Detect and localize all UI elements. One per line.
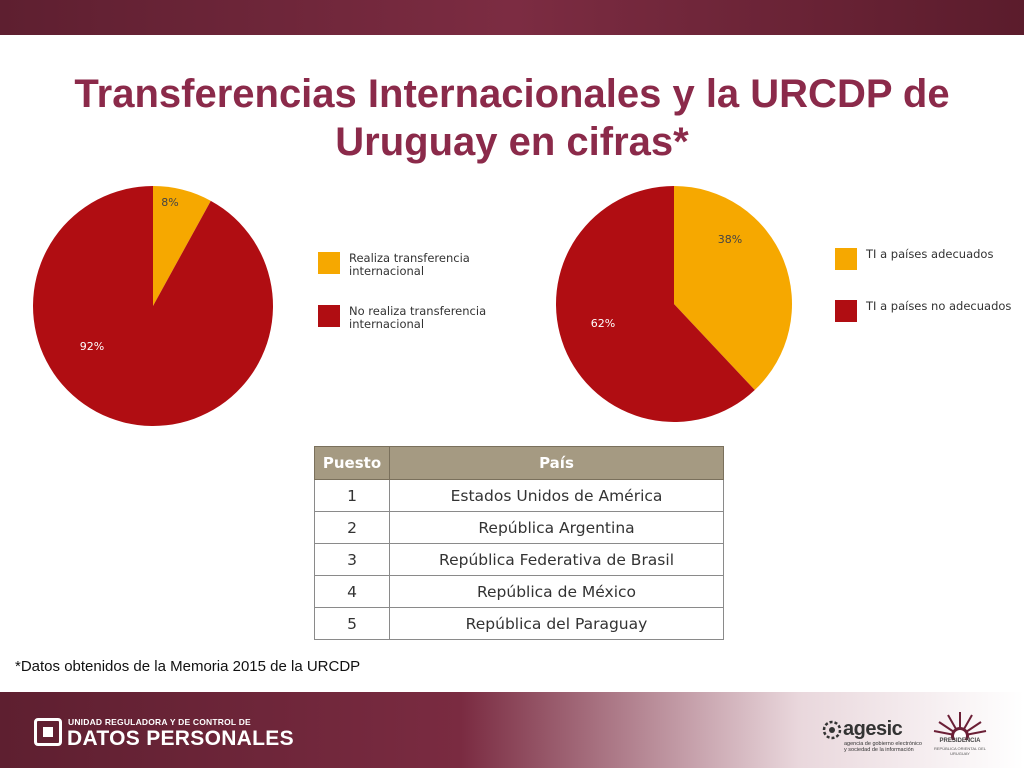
rank-cell: 1 bbox=[314, 479, 390, 512]
table-row: 1 Estados Unidos de América bbox=[314, 479, 724, 512]
pie-slice bbox=[556, 186, 755, 422]
legend-item-no-realiza: No realiza transferencia internacional bbox=[318, 305, 499, 331]
presidencia-label: PRESIDENCIA bbox=[939, 738, 981, 744]
agesic-tagline: agencia de gobierno electrónico y socied… bbox=[844, 741, 922, 753]
legend-item-realiza: Realiza transferencia internacional bbox=[318, 252, 499, 278]
legend-swatch bbox=[318, 305, 340, 327]
presidencia-sun-icon bbox=[933, 712, 987, 740]
org-name-small: UNIDAD REGULADORA Y DE CONTROL DE bbox=[68, 717, 251, 727]
rank-cell: 4 bbox=[314, 575, 390, 608]
slice-value-label: 8% bbox=[161, 196, 178, 209]
table-row: 2 República Argentina bbox=[314, 511, 724, 544]
country-cell: República del Paraguay bbox=[389, 607, 724, 640]
datos-personales-logo-icon bbox=[34, 718, 62, 746]
legend-label: TI a países adecuados bbox=[866, 247, 994, 261]
slice-value-label: 62% bbox=[591, 317, 615, 330]
ranking-table: Puesto País 1 Estados Unidos de América … bbox=[314, 446, 724, 640]
page-title: Transferencias Internacionales y la URCD… bbox=[74, 72, 950, 164]
org-name-big: DATOS PERSONALES bbox=[67, 727, 294, 750]
legend-item-no-adecuados: TI a países no adecuados bbox=[835, 300, 1016, 322]
legend-label: TI a países no adecuados bbox=[866, 299, 1012, 313]
column-header-pais: País bbox=[389, 446, 724, 480]
column-header-puesto: Puesto bbox=[314, 446, 390, 480]
country-cell: República Federativa de Brasil bbox=[389, 543, 724, 576]
table-row: 5 República del Paraguay bbox=[314, 607, 724, 640]
agesic-logo-icon bbox=[822, 720, 842, 740]
legend-swatch bbox=[318, 252, 340, 274]
table-row: 4 República de México bbox=[314, 575, 724, 608]
footnote: *Datos obtenidos de la Memoria 2015 de l… bbox=[15, 658, 361, 675]
agesic-name: agesic bbox=[843, 718, 903, 740]
pie-chart-adecuacion: 38% 62% bbox=[556, 186, 792, 422]
country-cell: Estados Unidos de América bbox=[389, 479, 724, 512]
top-banner bbox=[0, 0, 1024, 35]
pie-slice bbox=[33, 186, 274, 426]
slice-value-label: 92% bbox=[80, 340, 104, 353]
rank-cell: 5 bbox=[314, 607, 390, 640]
pie-slice bbox=[674, 186, 792, 391]
slice-value-label: 38% bbox=[718, 233, 742, 246]
legend-label: Realiza transferencia internacional bbox=[349, 251, 470, 278]
table-row: 3 República Federativa de Brasil bbox=[314, 543, 724, 576]
legend-swatch bbox=[835, 248, 857, 270]
legend-swatch bbox=[835, 300, 857, 322]
rank-cell: 2 bbox=[314, 511, 390, 544]
table-header-row: Puesto País bbox=[314, 446, 724, 480]
country-cell: República de México bbox=[389, 575, 724, 608]
legend-label: No realiza transferencia internacional bbox=[349, 304, 487, 331]
country-cell: República Argentina bbox=[389, 511, 724, 544]
pie-slice bbox=[153, 186, 211, 306]
presidencia-subtitle: REPÚBLICA ORIENTAL DEL URUGUAY bbox=[933, 746, 986, 756]
legend-item-adecuados: TI a países adecuados bbox=[835, 248, 1016, 270]
pie-charts: 8% 92% 38% 62% bbox=[33, 186, 792, 426]
pie-chart-transferencia: 8% 92% bbox=[33, 186, 274, 426]
footer-banner bbox=[0, 692, 1024, 768]
rank-cell: 3 bbox=[314, 543, 390, 576]
